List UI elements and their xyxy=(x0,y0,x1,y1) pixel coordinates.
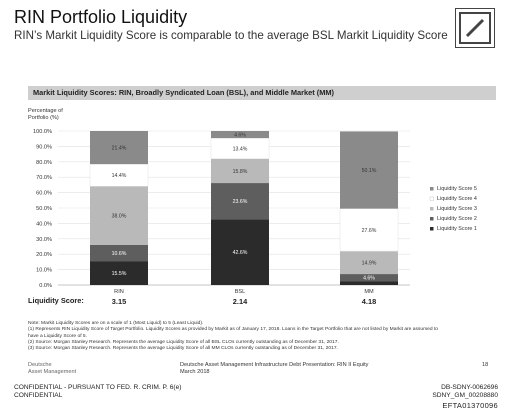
data-label: 15.8% xyxy=(233,169,248,175)
bar-segment xyxy=(210,137,270,159)
bar-segment xyxy=(340,251,398,275)
note-scale: Note: Markit Liquidity Scores are on a s… xyxy=(28,321,204,326)
legend-swatch xyxy=(429,196,434,201)
y-tick-label: 0.0% xyxy=(39,283,52,289)
y-tick-label: 30.0% xyxy=(36,237,52,243)
y-tick-label: 20.0% xyxy=(36,252,52,258)
confidential-line2: CONFIDENTIAL xyxy=(14,392,63,399)
bar-segment xyxy=(339,208,399,252)
legend-label: Liquidity Score 4 xyxy=(437,196,477,202)
legend-swatch xyxy=(430,217,434,221)
bates-sdny: SDNY_GM_00208880 xyxy=(432,392,498,399)
x-tick-label: BSL xyxy=(235,289,246,295)
liquidity-score-value: 4.18 xyxy=(362,297,376,306)
doc-line1: Deutsche Asset Management Infrastructure… xyxy=(180,362,369,368)
legend-swatch xyxy=(430,227,434,231)
liquidity-score-value: 3.15 xyxy=(112,297,126,306)
bar-segment xyxy=(90,186,148,245)
score-label: Liquidity Score: xyxy=(28,296,84,305)
legend-label: Liquidity Score 1 xyxy=(437,226,477,232)
deutsche-bank-logo xyxy=(455,8,495,48)
data-label: 21.4% xyxy=(112,146,127,152)
y-tick-label: 100.0% xyxy=(33,129,52,135)
y-tick-label: 10.0% xyxy=(36,268,52,274)
y-axis-title-line1: Percentage of xyxy=(28,108,63,114)
bar-segment xyxy=(211,183,269,220)
x-tick-label: MM xyxy=(364,289,374,295)
data-label: 23.6% xyxy=(233,199,248,205)
legend-label: Liquidity Score 5 xyxy=(437,186,477,192)
y-axis-title-line2: Portfolio (%) xyxy=(28,115,59,121)
y-tick-label: 70.0% xyxy=(36,175,52,181)
y-tick-label: 80.0% xyxy=(36,160,52,166)
bar-segment xyxy=(211,131,269,139)
bar-segment xyxy=(340,131,398,209)
note-3: (3) Source: Morgan Stanley Research. Rep… xyxy=(28,346,338,352)
x-tick-label: RIN xyxy=(114,289,124,295)
brand-line1: Deutsche xyxy=(28,362,52,368)
page-subtitle: RIN’s Markit Liquidity Score is comparab… xyxy=(14,29,448,42)
data-label: 10.6% xyxy=(112,251,127,257)
doc-line2: March 2018 xyxy=(180,368,210,375)
y-tick-label: 40.0% xyxy=(36,221,52,227)
note-2: (2) Source: Morgan Stanley Research. Rep… xyxy=(28,339,339,345)
data-label: 4.6% xyxy=(234,133,246,139)
y-tick-label: 60.0% xyxy=(36,191,52,197)
legend-swatch xyxy=(430,207,434,211)
liquidity-score-value: 2.14 xyxy=(233,297,248,306)
data-label: 38.0% xyxy=(112,214,127,220)
data-label: 14.4% xyxy=(112,173,127,179)
y-tick-label: 90.0% xyxy=(36,144,52,150)
bar-segment xyxy=(89,163,149,187)
data-label: 4.6% xyxy=(363,276,375,282)
y-axis-title: Percentage of Portfolio (%) xyxy=(28,108,63,122)
note-1: (1) Represents RIN Liquidity Score of Ta… xyxy=(28,327,439,333)
legend-label: Liquidity Score 2 xyxy=(437,216,477,222)
legend-label: Liquidity Score 3 xyxy=(437,206,477,212)
bar-segment xyxy=(90,261,148,285)
confidential-notice: CONFIDENTIAL - PURSUANT TO FED. R. CRIM.… xyxy=(14,384,181,400)
data-label: 13.4% xyxy=(233,146,248,152)
data-label: 14.9% xyxy=(362,261,377,267)
bar-segment xyxy=(90,244,148,262)
data-label: 50.1% xyxy=(362,168,377,174)
legend-swatch xyxy=(430,187,434,191)
footer-document: Deutsche Asset Management Infrastructure… xyxy=(180,362,368,375)
data-label: 27.6% xyxy=(362,228,377,234)
footer-brand: Deutsche Asset Management xyxy=(28,362,76,375)
brand-line2: Asset Management xyxy=(28,368,77,375)
efta-number: EFTA01370096 xyxy=(442,401,498,410)
footnotes: Note: Markit Liquidity Scores are on a s… xyxy=(28,321,488,352)
bar-segment xyxy=(340,281,398,285)
y-tick-label: 50.0% xyxy=(36,206,52,212)
bar-segment xyxy=(90,131,148,165)
page-number: 18 xyxy=(482,362,489,368)
bates-numbers: DB-SDNY-0062696 SDNY_GM_00208880 xyxy=(432,384,498,400)
data-label: 42.6% xyxy=(233,250,248,256)
page-title: RIN Portfolio Liquidity xyxy=(14,7,188,27)
bar-segment xyxy=(340,274,398,282)
confidential-line1: CONFIDENTIAL - PURSUANT TO FED. R. CRIM.… xyxy=(14,384,182,391)
chart-banner: Markit Liquidity Scores: RIN, Broadly Sy… xyxy=(28,86,496,100)
bar-segment xyxy=(211,219,269,285)
bates-db: DB-SDNY-0062696 xyxy=(441,384,498,391)
data-label: 15.5% xyxy=(112,271,127,277)
bar-segment xyxy=(211,158,269,184)
note-1-cont: have a Liquidity Score of 5. xyxy=(28,333,87,339)
